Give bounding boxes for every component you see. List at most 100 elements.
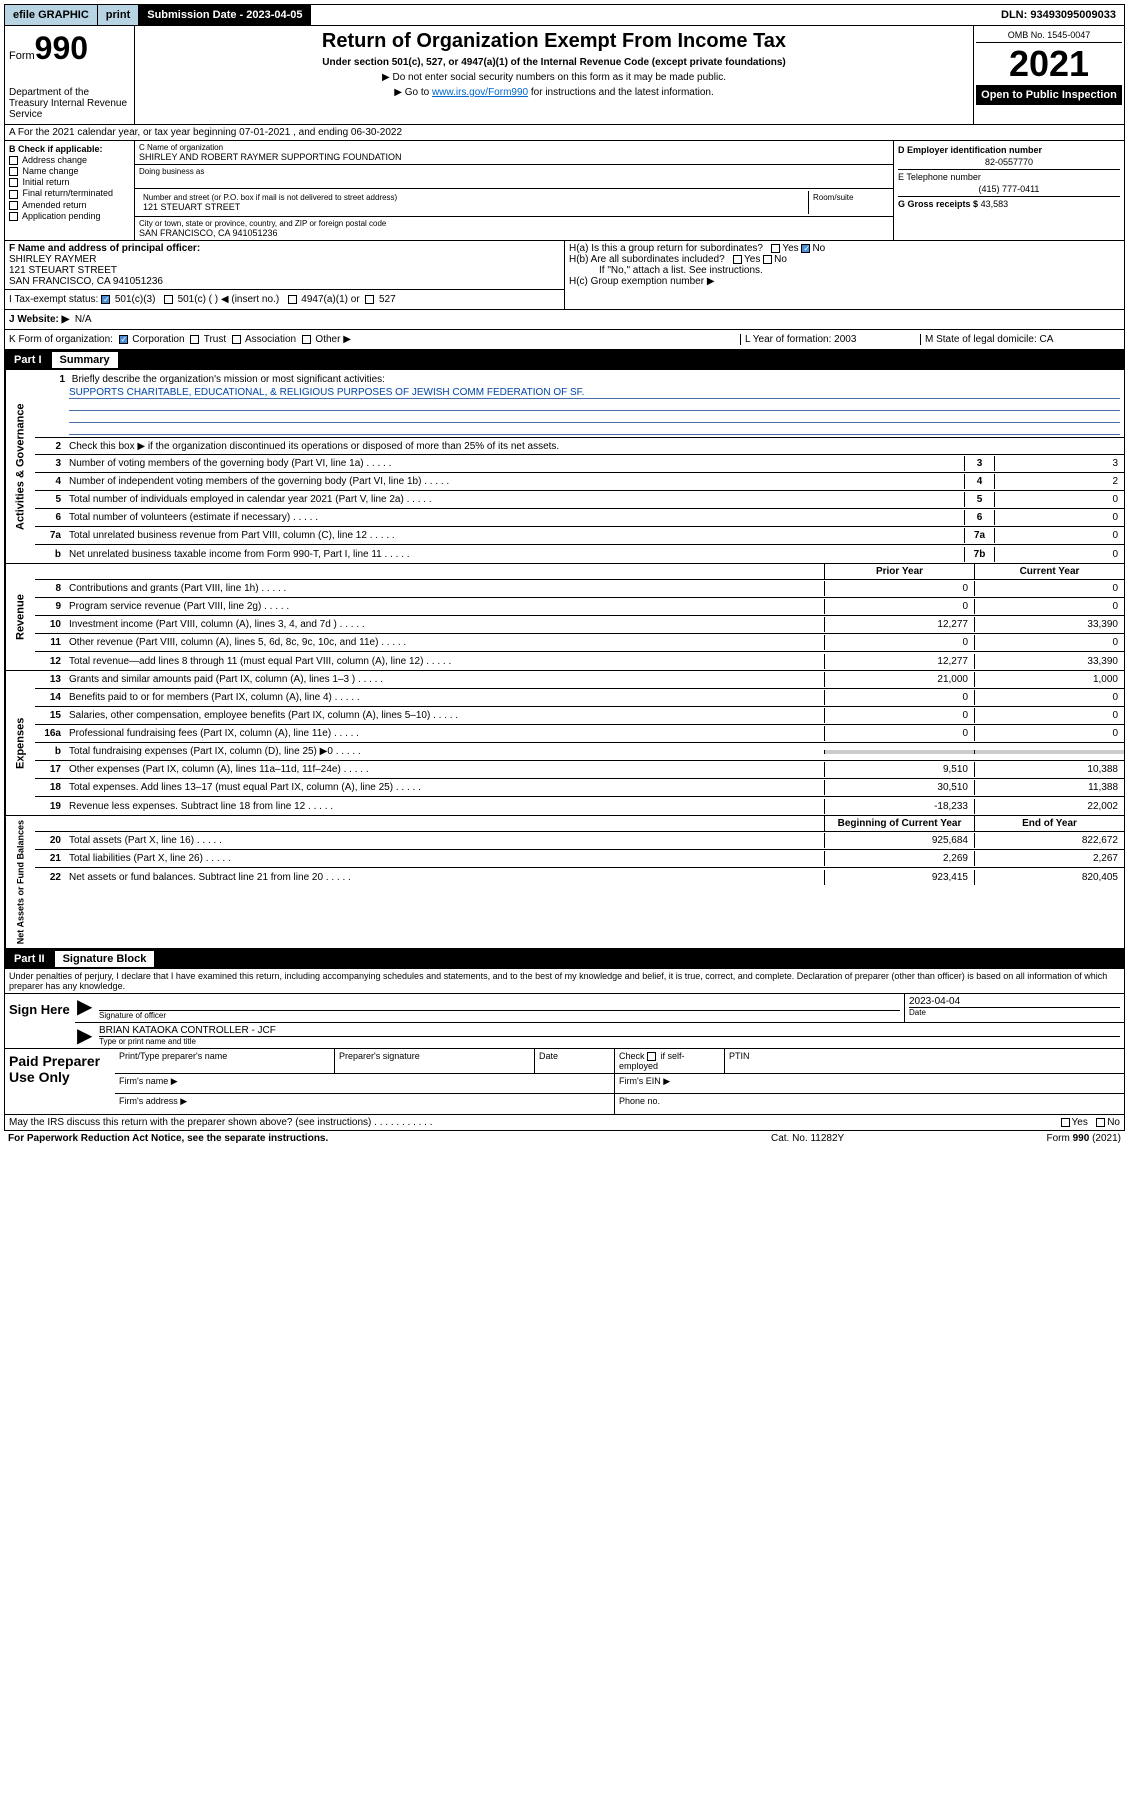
gross-value: 43,583 xyxy=(981,199,1009,209)
checkbox-name-change[interactable] xyxy=(9,167,18,176)
checkbox-discuss-no[interactable] xyxy=(1096,1118,1105,1127)
part2-num: Part II xyxy=(6,951,53,967)
col-c-org-info: C Name of organization SHIRLEY AND ROBER… xyxy=(135,141,894,240)
fin-row-label: Total expenses. Add lines 13–17 (must eq… xyxy=(65,780,824,795)
checkbox-4947[interactable] xyxy=(288,295,297,304)
fin-row-label: Grants and similar amounts paid (Part IX… xyxy=(65,672,824,687)
ha-label: H(a) Is this a group return for subordin… xyxy=(569,243,763,254)
checkbox-hb-yes[interactable] xyxy=(733,255,742,264)
checkbox-application-pending[interactable] xyxy=(9,212,18,221)
irs-link[interactable]: www.irs.gov/Form990 xyxy=(432,87,528,98)
footer-yesno: Yes No xyxy=(1061,1117,1120,1128)
prep-ptin-hdr: PTIN xyxy=(725,1049,1124,1073)
link-prefix: ▶ Go to xyxy=(394,87,432,98)
website-label: J Website: ▶ xyxy=(9,314,69,325)
sig-date-label: Date xyxy=(909,1007,1120,1017)
gov-row-box: 5 xyxy=(964,492,994,507)
gov-row-box: 3 xyxy=(964,456,994,471)
org-city: SAN FRANCISCO, CA 941051236 xyxy=(139,228,889,238)
officer-addr2: SAN FRANCISCO, CA 941051236 xyxy=(9,276,163,287)
row-i-tax-status: I Tax-exempt status: 501(c)(3) 501(c) ( … xyxy=(5,290,564,309)
fin-current: 0 xyxy=(974,708,1124,723)
sig-name-value: BRIAN KATAOKA CONTROLLER - JCF xyxy=(99,1025,1120,1036)
fin-row-label: Professional fundraising fees (Part IX, … xyxy=(65,726,824,741)
form-number: 990 xyxy=(35,30,88,66)
gov-row-box: 6 xyxy=(964,510,994,525)
room-label: Room/suite xyxy=(813,193,885,202)
gov-row-val: 0 xyxy=(994,547,1124,562)
dln: DLN: 93493095009033 xyxy=(993,5,1124,25)
firm-addr-label: Firm's address ▶ xyxy=(115,1094,615,1114)
opt-4947: 4947(a)(1) or xyxy=(301,294,359,305)
fin-prior: 30,510 xyxy=(824,780,974,795)
fin-current: 33,390 xyxy=(974,617,1124,632)
fin-prior: 925,684 xyxy=(824,833,974,848)
gov-row-label: Net unrelated business taxable income fr… xyxy=(65,547,964,562)
gov-row-val: 3 xyxy=(994,456,1124,471)
fin-prior: 2,269 xyxy=(824,851,974,866)
omb-number: OMB No. 1545-0047 xyxy=(976,28,1122,43)
checkbox-final-return-terminated[interactable] xyxy=(9,190,18,199)
tab-revenue: Revenue xyxy=(5,564,35,670)
fin-current: 1,000 xyxy=(974,672,1124,687)
checkbox-ha-no[interactable] xyxy=(801,244,810,253)
fin-row-label: Other revenue (Part VIII, column (A), li… xyxy=(65,635,824,650)
top-bar: efile GRAPHIC print Submission Date - 20… xyxy=(4,4,1125,26)
opt-501c3: 501(c)(3) xyxy=(115,294,156,305)
gov-row-label: Number of independent voting members of … xyxy=(65,474,964,489)
hc-label: H(c) Group exemption number ▶ xyxy=(569,276,1120,287)
print-button[interactable]: print xyxy=(98,5,139,25)
checkbox-501c[interactable] xyxy=(164,295,173,304)
checkbox-address-change[interactable] xyxy=(9,156,18,165)
org-name: SHIRLEY AND ROBERT RAYMER SUPPORTING FOU… xyxy=(139,152,889,162)
hb-yes: Yes xyxy=(744,254,760,265)
h-note: If "No," attach a list. See instructions… xyxy=(569,265,1120,276)
checkbox-corp[interactable] xyxy=(119,335,128,344)
checkbox-self-employed[interactable] xyxy=(647,1052,656,1061)
paperwork-notice: For Paperwork Reduction Act Notice, see … xyxy=(8,1133,771,1144)
fin-row-label: Investment income (Part VIII, column (A)… xyxy=(65,617,824,632)
fin-prior: 0 xyxy=(824,726,974,741)
checkbox-hb-no[interactable] xyxy=(763,255,772,264)
row-f-officer: F Name and address of principal officer:… xyxy=(5,241,564,290)
phone-label: E Telephone number xyxy=(898,169,1120,182)
fin-row-label: Benefits paid to or for members (Part IX… xyxy=(65,690,824,705)
fin-current: 11,388 xyxy=(974,780,1124,795)
checkbox-assoc[interactable] xyxy=(232,335,241,344)
officer-addr1: 121 STEUART STREET xyxy=(9,265,117,276)
fin-row-label: Salaries, other compensation, employee b… xyxy=(65,708,824,723)
hb-label: H(b) Are all subordinates included? xyxy=(569,254,725,265)
gov-row-label: Number of voting members of the governin… xyxy=(65,456,964,471)
tab-activities: Activities & Governance xyxy=(5,370,35,563)
col-d-ein: D Employer identification number 82-0557… xyxy=(894,141,1124,240)
gov-row-box: 7a xyxy=(964,528,994,543)
part2-header: Part II Signature Block xyxy=(4,949,1125,969)
opt-assoc: Association xyxy=(245,334,296,345)
checkbox-527[interactable] xyxy=(365,295,374,304)
checkbox-discuss-yes[interactable] xyxy=(1061,1118,1070,1127)
efile-button[interactable]: efile GRAPHIC xyxy=(5,5,98,25)
checkbox-ha-yes[interactable] xyxy=(771,244,780,253)
form-label: Form xyxy=(9,50,35,62)
fin-prior: 12,277 xyxy=(824,654,974,669)
fin-prior: -18,233 xyxy=(824,799,974,814)
arrow-icon: ▶ xyxy=(75,994,95,1022)
sig-date-value: 2023-04-04 xyxy=(909,996,1120,1007)
sig-declaration: Under penalties of perjury, I declare th… xyxy=(5,969,1124,993)
checkbox-trust[interactable] xyxy=(190,335,199,344)
checkbox-501c3[interactable] xyxy=(101,295,110,304)
header-mid: Return of Organization Exempt From Incom… xyxy=(135,26,974,124)
checkbox-amended-return[interactable] xyxy=(9,201,18,210)
col-h-group: H(a) Is this a group return for subordin… xyxy=(565,241,1124,309)
mission-label: Briefly describe the organization's miss… xyxy=(72,374,385,385)
cat-number: Cat. No. 11282Y xyxy=(771,1133,971,1144)
checkbox-other[interactable] xyxy=(302,335,311,344)
checkbox-initial-return[interactable] xyxy=(9,178,18,187)
q2-label: Check this box ▶ if the organization dis… xyxy=(65,439,1124,454)
fin-prior: 0 xyxy=(824,635,974,650)
part2-title: Signature Block xyxy=(55,951,155,967)
fin-current: 2,267 xyxy=(974,851,1124,866)
fin-current xyxy=(974,750,1124,754)
header-note-ssn: ▶ Do not enter social security numbers o… xyxy=(139,72,969,83)
org-name-label: C Name of organization xyxy=(139,143,889,152)
